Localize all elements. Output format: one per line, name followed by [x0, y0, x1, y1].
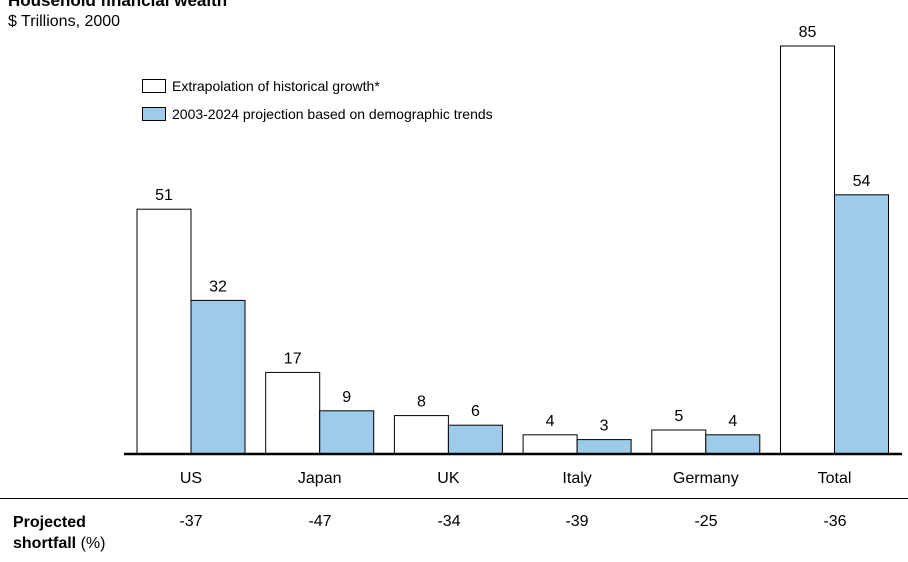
x-tick-label-uk: UK — [437, 470, 460, 487]
bar-projection-germany — [705, 434, 761, 455]
chart-title: Household financial wealth — [8, 0, 228, 10]
shortfall-label-line1: Projected — [13, 514, 86, 531]
bar-historical-italy — [522, 434, 578, 455]
shortfall-value-us: -37 — [179, 513, 203, 530]
data-label-historical-germany: 5 — [674, 408, 683, 425]
shortfall-label-unit: (%) — [76, 535, 106, 552]
bar-projection-japan — [319, 410, 375, 455]
bar-projection-total — [834, 194, 889, 455]
data-label-historical-uk: 8 — [417, 394, 426, 411]
bar-historical-total — [780, 45, 835, 455]
legend-label-historical: Extrapolation of historical growth* — [172, 78, 380, 94]
shortfall-value-japan: -47 — [308, 513, 332, 530]
legend-swatch-projection — [142, 107, 166, 121]
chart-subtitle: $ Trillions, 2000 — [8, 13, 121, 30]
bar-historical-germany — [651, 429, 707, 455]
bar-projection-us — [190, 299, 246, 455]
legend-item-projection: 2003-2024 projection based on demographi… — [142, 106, 493, 122]
shortfall-value-uk: -34 — [437, 513, 461, 530]
data-label-historical-italy: 4 — [546, 413, 555, 430]
x-tick-label-total: Total — [818, 470, 852, 487]
data-label-projection-uk: 6 — [471, 403, 480, 420]
data-label-projection-japan: 9 — [342, 389, 351, 406]
data-label-historical-us: 51 — [155, 187, 173, 204]
x-tick-label-japan: Japan — [298, 470, 342, 487]
legend-item-historical: Extrapolation of historical growth* — [142, 78, 380, 94]
x-tick-label-germany: Germany — [673, 470, 739, 487]
legend-swatch-historical — [142, 79, 166, 93]
bar-projection-italy — [576, 439, 632, 455]
shortfall-value-germany: -25 — [694, 513, 718, 530]
data-label-projection-italy: 3 — [600, 418, 609, 435]
data-label-historical-total: 85 — [799, 24, 817, 41]
shortfall-value-italy: -39 — [565, 513, 589, 530]
shortfall-row: Projected shortfall (%) -37 -47 -34 -39 … — [0, 498, 908, 562]
shortfall-label: Projected shortfall (%) — [13, 512, 105, 554]
x-tick-label-italy: Italy — [562, 470, 591, 487]
shortfall-value-total: -36 — [823, 513, 847, 530]
data-label-projection-total: 54 — [853, 173, 871, 190]
data-label-historical-japan: 17 — [284, 350, 302, 367]
data-label-projection-us: 32 — [209, 278, 227, 295]
bar-historical-us — [136, 208, 192, 455]
x-tick-label-us: US — [180, 470, 202, 487]
bar-historical-japan — [265, 371, 321, 455]
data-label-projection-germany: 4 — [728, 413, 737, 430]
bar-historical-uk — [393, 415, 449, 455]
legend-label-projection: 2003-2024 projection based on demographi… — [172, 106, 493, 122]
shortfall-label-line2: shortfall — [13, 535, 77, 552]
bar-projection-uk — [447, 424, 503, 455]
